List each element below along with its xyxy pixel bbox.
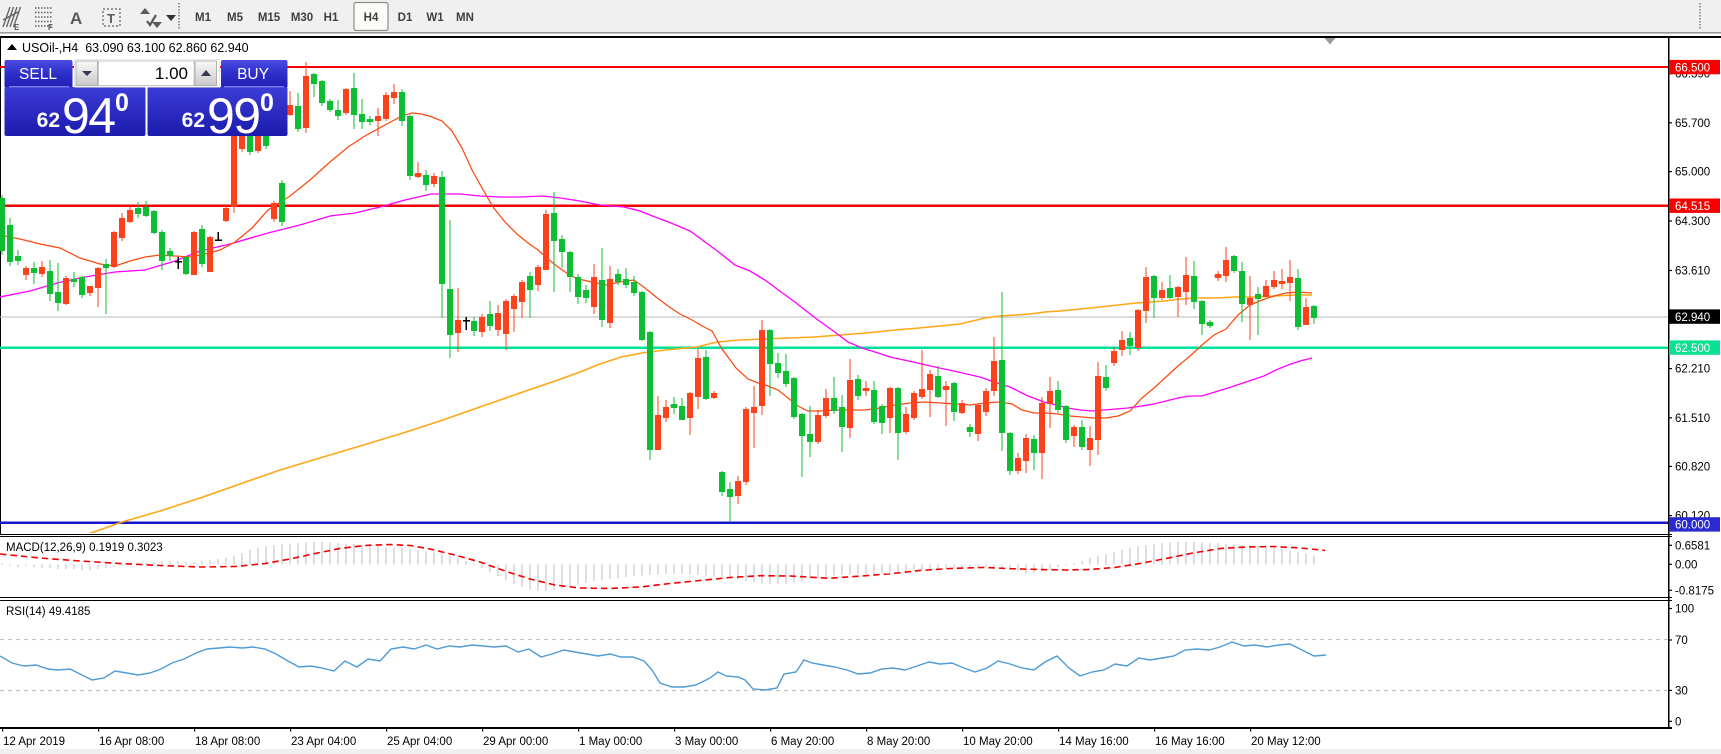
svg-text:70: 70 — [1675, 635, 1688, 647]
svg-text:W1: W1 — [426, 12, 444, 24]
svg-text:64.515: 64.515 — [1675, 201, 1710, 213]
svg-text:T: T — [107, 11, 115, 26]
svg-text:E: E — [14, 23, 20, 32]
svg-text:20 May 12:00: 20 May 12:00 — [1251, 736, 1321, 748]
svg-text:0: 0 — [1675, 716, 1681, 728]
svg-text:M1: M1 — [195, 12, 212, 24]
svg-text:61.510: 61.510 — [1675, 413, 1710, 425]
svg-text:23 Apr 04:00: 23 Apr 04:00 — [291, 736, 356, 748]
svg-text:99: 99 — [207, 88, 260, 144]
svg-text:12 Apr 2019: 12 Apr 2019 — [3, 736, 65, 748]
svg-text:H1: H1 — [324, 12, 339, 24]
svg-text:62.500: 62.500 — [1675, 343, 1710, 355]
svg-text:25 Apr 04:00: 25 Apr 04:00 — [387, 736, 452, 748]
svg-text:MN: MN — [456, 12, 474, 24]
svg-text:USOil-,H4 63.090 63.100 62.86: USOil-,H4 63.090 63.100 62.860 62.940 — [22, 41, 249, 55]
svg-text:62.940: 62.940 — [1675, 312, 1710, 324]
svg-text:29 Apr 00:00: 29 Apr 00:00 — [483, 736, 548, 748]
svg-text:100: 100 — [1675, 604, 1694, 616]
svg-text:1 May 00:00: 1 May 00:00 — [579, 736, 642, 748]
svg-text:60.000: 60.000 — [1675, 520, 1710, 532]
svg-text:14 May 16:00: 14 May 16:00 — [1059, 736, 1129, 748]
svg-text:SELL: SELL — [19, 66, 57, 83]
svg-text:10 May 20:00: 10 May 20:00 — [963, 736, 1033, 748]
svg-text:-0.8175: -0.8175 — [1675, 585, 1714, 597]
svg-text:0: 0 — [260, 89, 274, 117]
svg-text:62: 62 — [182, 109, 205, 132]
svg-text:65.000: 65.000 — [1675, 167, 1710, 179]
svg-text:30: 30 — [1675, 685, 1688, 697]
svg-text:64.300: 64.300 — [1675, 216, 1710, 228]
svg-text:16 Apr 08:00: 16 Apr 08:00 — [99, 736, 164, 748]
svg-text:A: A — [70, 9, 82, 28]
svg-text:M30: M30 — [291, 12, 313, 24]
svg-text:18 Apr 08:00: 18 Apr 08:00 — [195, 736, 260, 748]
svg-text:65.700: 65.700 — [1675, 118, 1710, 130]
svg-text:1.00: 1.00 — [155, 64, 188, 83]
svg-text:94: 94 — [62, 88, 115, 144]
svg-text:M15: M15 — [258, 12, 281, 24]
svg-text:6 May 20:00: 6 May 20:00 — [771, 736, 834, 748]
svg-text:0.6581: 0.6581 — [1675, 540, 1710, 552]
svg-text:63.610: 63.610 — [1675, 266, 1710, 278]
svg-text:62.210: 62.210 — [1675, 364, 1710, 376]
svg-text:D1: D1 — [398, 12, 413, 24]
svg-text:3 May 00:00: 3 May 00:00 — [675, 736, 738, 748]
svg-text:MACD(12,26,9) 0.1919 0.3023: MACD(12,26,9) 0.1919 0.3023 — [6, 542, 163, 554]
svg-text:60.820: 60.820 — [1675, 461, 1710, 473]
svg-text:M5: M5 — [227, 12, 244, 24]
svg-text:RSI(14) 49.4185: RSI(14) 49.4185 — [6, 606, 90, 618]
svg-text:H4: H4 — [364, 12, 379, 24]
svg-text:0.00: 0.00 — [1675, 559, 1697, 571]
svg-text:F: F — [48, 23, 53, 32]
svg-text:0: 0 — [115, 89, 129, 117]
svg-text:62: 62 — [37, 109, 60, 132]
svg-text:BUY: BUY — [237, 66, 269, 83]
svg-text:8 May 20:00: 8 May 20:00 — [867, 736, 930, 748]
svg-text:66.500: 66.500 — [1675, 62, 1710, 74]
svg-text:16 May 16:00: 16 May 16:00 — [1155, 736, 1225, 748]
